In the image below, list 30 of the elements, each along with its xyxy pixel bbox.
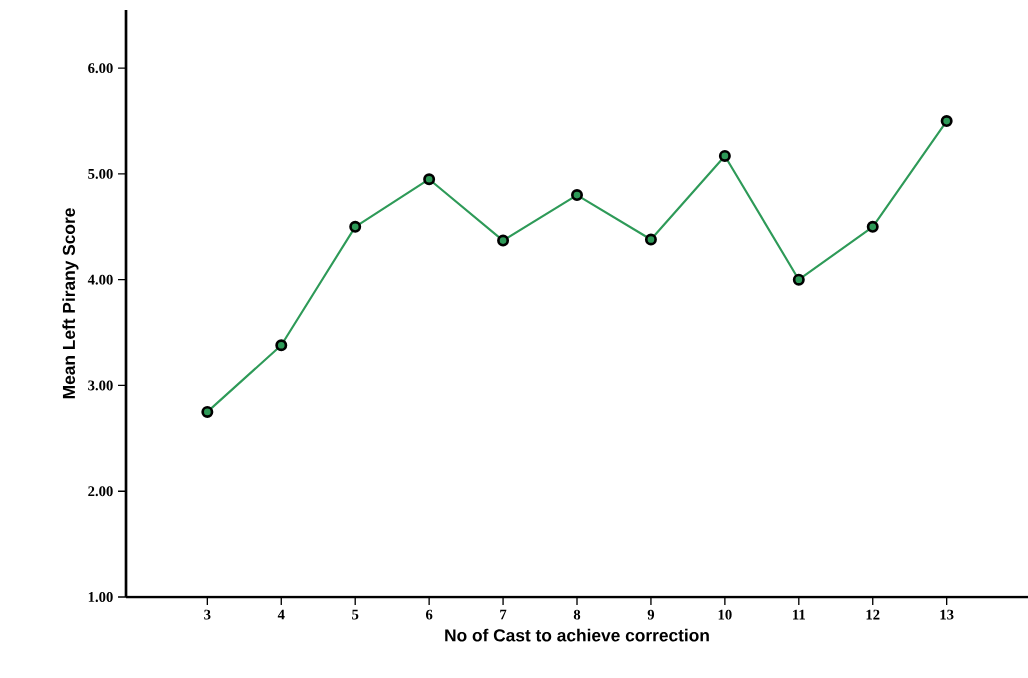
x-tick-label: 10 bbox=[718, 609, 732, 620]
point bbox=[866, 220, 879, 233]
x-tick-label: 13 bbox=[940, 609, 954, 620]
y-tick-label: 1.00 bbox=[88, 592, 113, 602]
x-tick-label: 5 bbox=[352, 609, 359, 620]
point bbox=[644, 233, 657, 246]
x-tick-label: 6 bbox=[425, 609, 433, 620]
x-axis-title: No of Cast to achieve correction bbox=[445, 628, 709, 642]
x-tick-label: 12 bbox=[866, 609, 880, 620]
y-tick-label: 5.00 bbox=[88, 168, 113, 179]
x-tick-label: 11 bbox=[793, 609, 805, 620]
y-axis-title: Mean Left Pirany Score bbox=[62, 208, 79, 399]
point bbox=[497, 234, 510, 247]
x-tick-label: 4 bbox=[277, 609, 285, 620]
point bbox=[349, 220, 362, 233]
point bbox=[275, 339, 288, 352]
x-tick-label: 9 bbox=[647, 609, 655, 620]
y-tick-label: 4.00 bbox=[87, 274, 113, 285]
point bbox=[571, 189, 584, 202]
x-tick-label: 8 bbox=[573, 609, 581, 620]
point bbox=[792, 273, 805, 286]
point bbox=[201, 405, 214, 418]
x-tick-label: 7 bbox=[500, 609, 507, 620]
point bbox=[940, 115, 953, 128]
point bbox=[718, 149, 731, 162]
y-tick-label: 2.00 bbox=[88, 486, 113, 497]
x-tick-label: 3 bbox=[204, 609, 211, 620]
y-tick-label: 6.00 bbox=[88, 63, 113, 74]
y-tick-label: 3.00 bbox=[88, 380, 113, 391]
point bbox=[423, 173, 436, 186]
